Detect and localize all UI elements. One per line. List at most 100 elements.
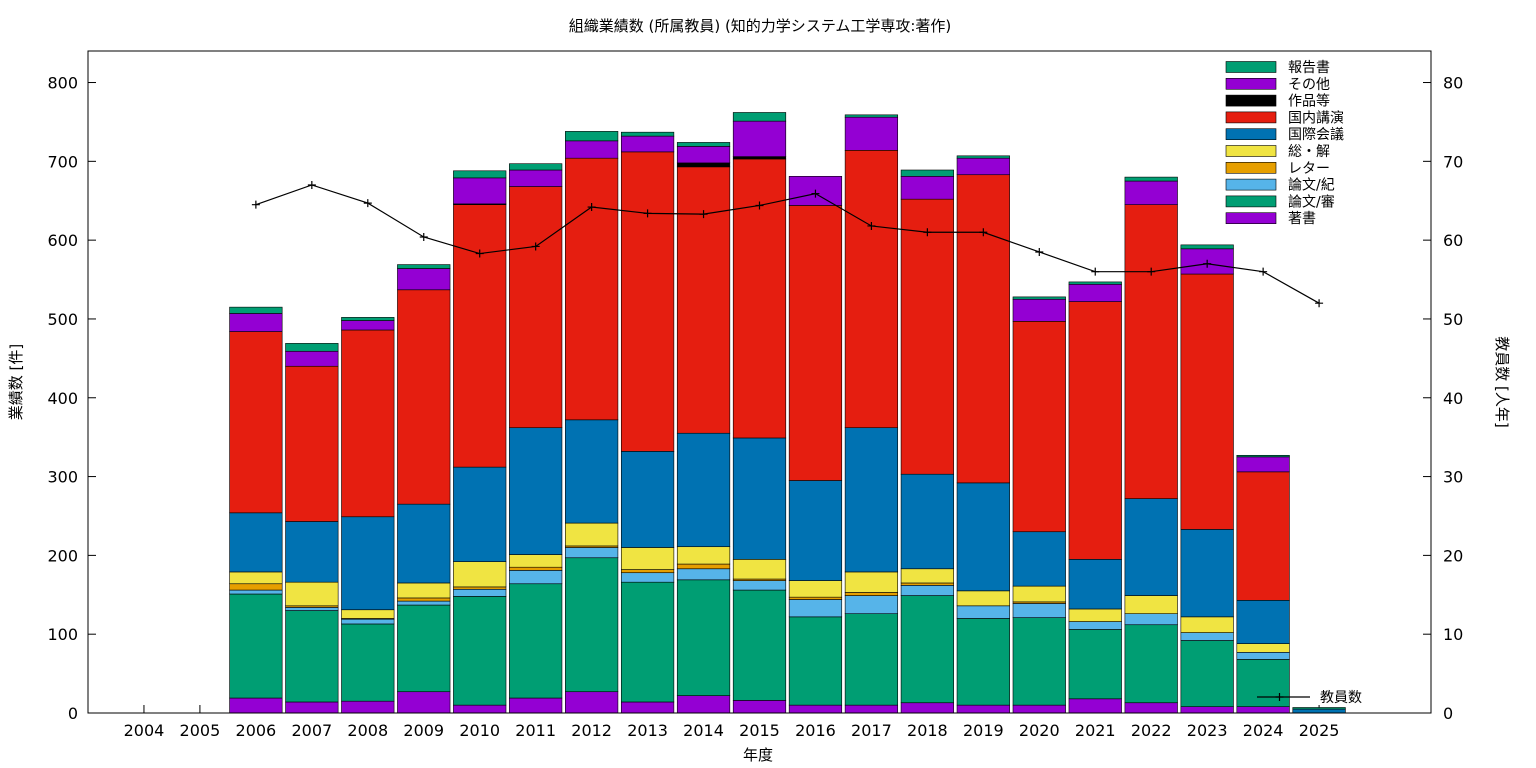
y-tick-label: 800 xyxy=(47,74,78,93)
bar-segment xyxy=(229,306,283,314)
bar-segment xyxy=(341,700,395,714)
bar-segment xyxy=(229,697,283,714)
bar-segment xyxy=(1236,471,1290,601)
bar-segment xyxy=(341,609,395,619)
bar-segment xyxy=(1124,498,1178,596)
x-tick-label: 2010 xyxy=(459,721,500,740)
bar-segment xyxy=(509,163,563,171)
bar-segment xyxy=(229,589,283,595)
chart-title: 組織業績数 (所属教員) (知的力学システム工学専攻:著作) xyxy=(569,17,952,35)
y-tick-label: 400 xyxy=(47,389,78,408)
x-tick-label: 2019 xyxy=(963,721,1004,740)
bar-segment xyxy=(676,166,731,434)
y-tick-label: 300 xyxy=(47,468,78,487)
bar-segment xyxy=(732,156,787,160)
bar-segment xyxy=(1292,708,1346,714)
bar-segment xyxy=(900,595,954,704)
legend-label: 国内講演 xyxy=(1288,110,1344,126)
bar-segment xyxy=(1236,706,1290,714)
bar-segment xyxy=(732,580,787,591)
bar-segment xyxy=(1236,659,1290,707)
bar-segment xyxy=(509,697,563,714)
y-tick-label: 200 xyxy=(47,546,78,565)
bar-segment xyxy=(676,568,731,581)
bar-segment xyxy=(565,140,619,159)
bar-segment xyxy=(956,618,1010,706)
bar-segment xyxy=(1180,244,1234,250)
faculty-count-point xyxy=(363,199,372,208)
plot-frame xyxy=(87,50,1432,714)
bar-segment xyxy=(565,557,619,693)
bar-segment xyxy=(229,331,283,514)
bar-segment xyxy=(509,583,563,699)
legend-swatch xyxy=(1225,94,1277,107)
faculty-count-point xyxy=(643,209,652,218)
bar-segment xyxy=(900,568,954,584)
bar-segment xyxy=(285,610,339,703)
bar-segment xyxy=(900,585,954,596)
bar-segment xyxy=(1012,704,1066,714)
bar-segment xyxy=(788,480,843,581)
y2-axis-label: 教員数 [人年] xyxy=(1493,336,1511,427)
bar-segment xyxy=(1012,296,1066,300)
bar-segment xyxy=(509,169,563,187)
bar-segment xyxy=(900,702,954,714)
bar-segment xyxy=(509,427,563,555)
bar-segment xyxy=(1068,559,1122,610)
faculty-count-line xyxy=(255,184,1320,304)
bar-segment xyxy=(509,186,563,429)
bar-segment xyxy=(844,613,899,706)
bar-segment xyxy=(676,579,731,696)
bar-segment xyxy=(341,516,395,611)
bar-segment xyxy=(341,623,395,702)
bar-segment xyxy=(900,198,954,475)
y2-tick-label: 60 xyxy=(1443,231,1463,250)
bar-segment xyxy=(620,572,675,583)
bar-segment xyxy=(1236,600,1290,644)
bar-segment xyxy=(788,596,843,600)
y-tick-label: 100 xyxy=(47,625,78,644)
bar-segment xyxy=(788,704,843,714)
legend-swatch xyxy=(1225,128,1277,140)
bar-segment xyxy=(844,571,899,593)
bar-segment xyxy=(1180,706,1234,714)
x-tick-label: 2007 xyxy=(291,721,332,740)
faculty-count-point xyxy=(867,221,876,230)
bar-segment xyxy=(900,473,954,570)
bar-segment xyxy=(1012,298,1066,322)
bar-segment xyxy=(1236,643,1290,653)
bar-segment xyxy=(453,704,507,714)
bar-segment xyxy=(565,131,619,142)
axes-layer: 0 100 200 300 400 500 600 700 800 0 10 20 30 40 50 60 70… xyxy=(47,74,1463,740)
bar-segment xyxy=(788,205,843,481)
bar-segment xyxy=(1068,629,1122,700)
bar-segment xyxy=(229,313,283,332)
bar-segment xyxy=(285,343,339,352)
bar-segment xyxy=(453,586,507,590)
bar-segment xyxy=(1180,640,1234,707)
bar-segment xyxy=(900,582,954,586)
legend-swatch xyxy=(1225,145,1277,157)
bar-segment xyxy=(1068,621,1122,630)
bar-segment xyxy=(1068,283,1122,302)
bar-segment xyxy=(1068,608,1122,622)
x-tick-label: 2009 xyxy=(403,721,444,740)
bar-segment xyxy=(844,595,899,614)
faculty-count-point xyxy=(419,232,428,241)
y2-tick-label: 20 xyxy=(1443,546,1463,565)
bar-segment xyxy=(732,437,787,560)
legend-label: 国際会議 xyxy=(1288,126,1344,143)
bar-segment xyxy=(788,599,843,618)
bar-segment xyxy=(956,157,1010,176)
faculty-count-point xyxy=(475,249,484,258)
bar-segment xyxy=(844,116,899,151)
bar-segment xyxy=(1124,180,1178,205)
x-tick-label: 2004 xyxy=(124,721,165,740)
bar-segment xyxy=(844,592,899,596)
bar-segment xyxy=(285,365,339,522)
x-tick-label: 2006 xyxy=(236,721,277,740)
bar-segment xyxy=(565,419,619,524)
faculty-count-point xyxy=(755,201,764,210)
bar-segment xyxy=(453,177,507,205)
bar-segment xyxy=(620,131,675,137)
